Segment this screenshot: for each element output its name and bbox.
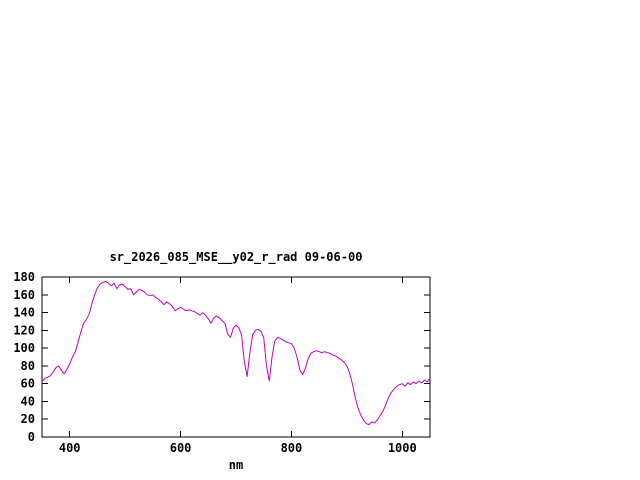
x-tick-label: 600 bbox=[170, 441, 192, 455]
plot-border bbox=[41, 276, 431, 438]
y-tick-label: 140 bbox=[13, 306, 35, 320]
x-tick-label: 400 bbox=[59, 441, 81, 455]
y-tick-label: 20 bbox=[21, 412, 35, 426]
x-tick-label: 1000 bbox=[388, 441, 417, 455]
x-tick-label: 800 bbox=[281, 441, 303, 455]
spectrum-line bbox=[41, 280, 431, 426]
y-tick-label: 100 bbox=[13, 341, 35, 355]
y-tick-label: 40 bbox=[21, 394, 35, 408]
y-tick-label: 180 bbox=[13, 270, 35, 284]
chart-title: sr_2026_085_MSE__y02_r_rad 09-06-00 bbox=[109, 250, 363, 264]
y-tick-label: 0 bbox=[28, 430, 35, 444]
y-tick-label: 160 bbox=[13, 288, 35, 302]
x-axis-label: nm bbox=[228, 458, 244, 472]
y-tick-label: 80 bbox=[21, 359, 35, 373]
y-tick-label: 60 bbox=[21, 377, 35, 391]
y-tick-label: 120 bbox=[13, 323, 35, 337]
